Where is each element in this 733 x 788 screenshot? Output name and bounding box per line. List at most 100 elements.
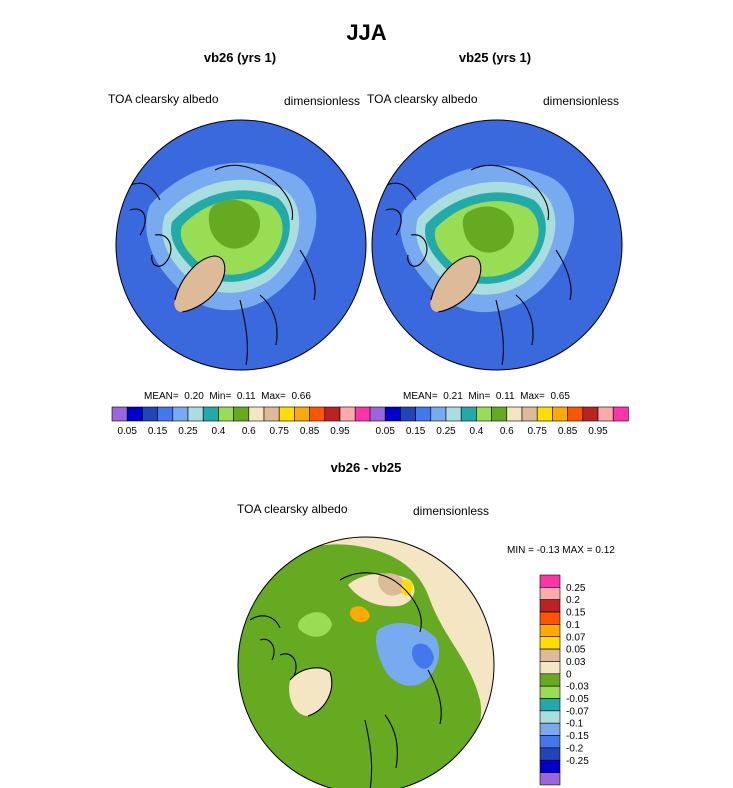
panel2-colorbar-tick-label: 0.85 (558, 426, 578, 437)
panel2-colorbar-swatch (582, 406, 599, 422)
panel3-colorbar-tick-label: 0 (566, 669, 572, 680)
panel2-max-value: 0.65 (550, 391, 570, 402)
panel3-colorbar-tick-label: 0.2 (566, 595, 580, 606)
panel3-colorbar-tick-label: -0.25 (566, 756, 589, 767)
panel3-colorbar-swatch (539, 661, 561, 675)
panel3-colorbar-tick-label: -0.1 (566, 719, 584, 730)
panel3-region-tan (378, 573, 406, 596)
panel1-region-green (208, 199, 260, 249)
panel2-colorbar-swatch (536, 406, 553, 422)
panel3-colorbar-swatch (539, 722, 561, 736)
panel1-colorbar-swatch (202, 406, 219, 422)
panel3-colorbar-swatch (539, 624, 561, 638)
panel3-colorbar-tick-label: -0.15 (566, 731, 589, 742)
panel3-region-neg-light (298, 612, 332, 637)
panel3-left-label: TOA clearsky albedo (237, 502, 348, 516)
panel2-colorbar-swatch (567, 406, 584, 422)
panel1-colorbar-swatch (248, 406, 265, 422)
panel3-colorbar-tick-label: -0.05 (566, 694, 589, 705)
panel3-colorbar-swatch (539, 587, 561, 600)
panel3-map (238, 537, 494, 788)
panel3-colorbar-tick-label: -0.07 (566, 706, 589, 717)
panel3-colorbar-tick-label: 0.25 (566, 583, 586, 594)
panel1-colorbar-swatch (157, 406, 174, 422)
panel1-colorbar-swatch (111, 406, 128, 422)
panel1-map-border (115, 119, 367, 371)
panel3-region-orange (349, 606, 370, 623)
panel3-colorbar-swatch (539, 599, 561, 613)
panel2-colorbar-tick-label: 0.25 (436, 426, 456, 437)
panel1-mean-value: 0.20 (184, 391, 204, 402)
panel1-colorbar-swatch (172, 406, 189, 422)
panel2-mean-value: 0.21 (443, 391, 463, 402)
panel1-greenland (174, 256, 225, 312)
panel1-colorbar: 0.05 0.15 0.25 0.4 0.6 0.75 0.85 0.95 (111, 406, 371, 437)
panel3-map-border (237, 536, 495, 788)
panel3-region-green (238, 544, 482, 788)
panel1-colorbar-swatch (233, 406, 250, 422)
panel2-colorbar-swatch (415, 406, 432, 422)
panel1-min-value: 0.11 (236, 391, 256, 402)
panel1-colorbar-swatch (339, 406, 356, 422)
panel2-map-border (371, 119, 623, 371)
panel1-colorbar-swatch (218, 406, 234, 422)
panel3-title: vb26 - vb25 (330, 460, 402, 475)
panel2-max-label: Max= (520, 391, 545, 402)
panel3-colorbar-tick-label: -0.03 (566, 682, 589, 693)
panel1-max-value: 0.66 (291, 391, 311, 402)
panel3-colorbar-swatch (539, 611, 561, 625)
panel3-region-neg-blue (375, 623, 440, 686)
panel2-colorbar-swatch (400, 406, 416, 422)
panel1-map (116, 120, 366, 370)
panel3-colorbar-tick-label: 0.05 (566, 645, 586, 656)
panel2-colorbar-swatch (506, 406, 523, 422)
panel2-colorbar: 0.05 0.15 0.25 0.4 0.6 0.75 0.85 0.95 (369, 406, 629, 437)
panel2-min-label: Min= (468, 391, 491, 402)
panel2-colorbar-swatch (369, 406, 386, 422)
panel1-colorbar-tick-label: 0.75 (269, 426, 289, 437)
panel3-colorbar-swatch (539, 636, 561, 650)
panel2-colorbar-swatch (491, 406, 508, 422)
panel3-colorbar-swatch (539, 685, 561, 699)
panel3-stats: MIN = -0.13 MAX = 0.12 (507, 545, 615, 556)
panel1-colorbar-tick-label: 0.15 (148, 426, 168, 437)
panel3-colorbar-tick-label: 0.03 (566, 657, 586, 668)
panel2-colorbar-swatch (552, 406, 568, 422)
panel1-colorbar-tick-label: 0.6 (242, 426, 256, 437)
panel1-colorbar-swatch (263, 406, 280, 422)
panel1-left-label: TOA clearsky albedo (108, 92, 219, 106)
panel3-colorbar-swatch (539, 673, 561, 687)
panel1-colorbar-swatch (187, 406, 204, 422)
page-title: JJA (346, 20, 387, 45)
panel1-mean-label: MEAN= (144, 391, 179, 402)
panel1-colorbar-tick-label: 0.4 (211, 426, 225, 437)
panel3-colorbar-tick-label: -0.2 (566, 743, 584, 754)
panel2-colorbar-tick-label: 0.4 (469, 426, 483, 437)
panel1-colorbar-swatch (126, 406, 143, 422)
panel2-colorbar-tick-label: 0.75 (527, 426, 547, 437)
panel2-colorbar-tick-label: 0.05 (375, 426, 395, 437)
panel3-colorbar-swatch (539, 698, 561, 712)
panel1-colorbar-tick-label: 0.85 (300, 426, 320, 437)
panel1-max-label: Max= (261, 391, 286, 402)
panel1-colorbar-swatch (309, 406, 326, 422)
panel1-stats: MEAN= 0.20 Min= 0.11 Max= 0.66 (144, 391, 311, 402)
panel2-colorbar-swatch (476, 406, 492, 422)
panel1-colorbar-tick-label: 0.25 (178, 426, 198, 437)
panel3-colorbar-swatch (539, 772, 561, 786)
panel2-region-green (462, 206, 514, 253)
panel3-colorbar-swatch (539, 759, 561, 773)
panel2-colorbar-swatch (445, 406, 462, 422)
panel3-colorbar-swatch (539, 648, 561, 662)
panel2-left-label: TOA clearsky albedo (367, 92, 478, 106)
panel2-colorbar-tick-label: 0.6 (500, 426, 514, 437)
panel3-colorbar-swatch (539, 735, 561, 749)
panel3-colorbar-swatch (539, 574, 561, 588)
panel3-coastlines (249, 572, 442, 788)
panel2-stats: MEAN= 0.21 Min= 0.11 Max= 0.65 (403, 391, 570, 402)
panel3-colorbar-swatch (539, 710, 561, 724)
panel2-greenland (430, 256, 481, 312)
panel3-region-neg-dark (411, 643, 434, 669)
panel2-colorbar-swatch (384, 406, 401, 422)
